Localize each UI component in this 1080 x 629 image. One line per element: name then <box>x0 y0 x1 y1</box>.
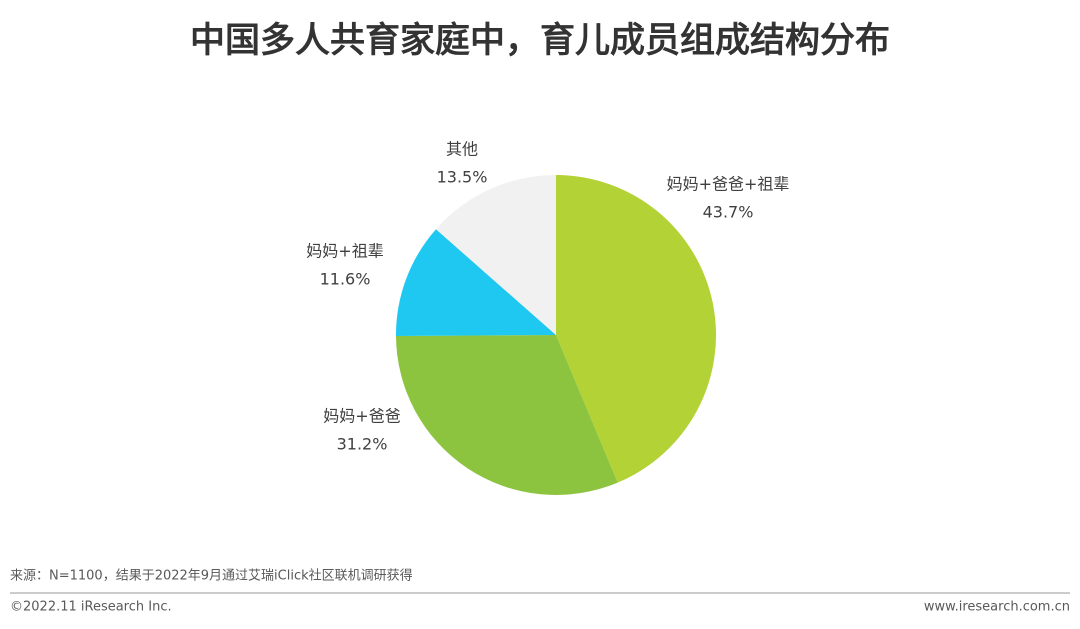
source-note: 来源：N=1100，结果于2022年9月通过艾瑞iClick社区联机调研获得 <box>10 568 413 584</box>
copyright: ©2022.11 iResearch Inc. <box>10 600 172 615</box>
slice-label: 妈妈+爸爸 <box>323 407 400 426</box>
pie-slice <box>396 335 618 495</box>
pie-slice <box>435 175 556 335</box>
slice-value: 31.2% <box>337 435 388 454</box>
slice-value: 13.5% <box>437 168 488 187</box>
slice-label: 妈妈+爸爸+祖辈 <box>667 175 790 194</box>
slice-label: 妈妈+祖辈 <box>306 242 383 261</box>
slice-label: 其他 <box>446 140 478 159</box>
pie-slice <box>556 175 716 483</box>
pie-slice <box>396 229 556 337</box>
chart-title: 中国多人共育家庭中，育儿成员组成结构分布 <box>190 20 890 61</box>
slice-value: 11.6% <box>320 270 371 289</box>
slice-value: 43.7% <box>703 203 754 222</box>
footer-url: www.iresearch.com.cn <box>924 600 1070 615</box>
